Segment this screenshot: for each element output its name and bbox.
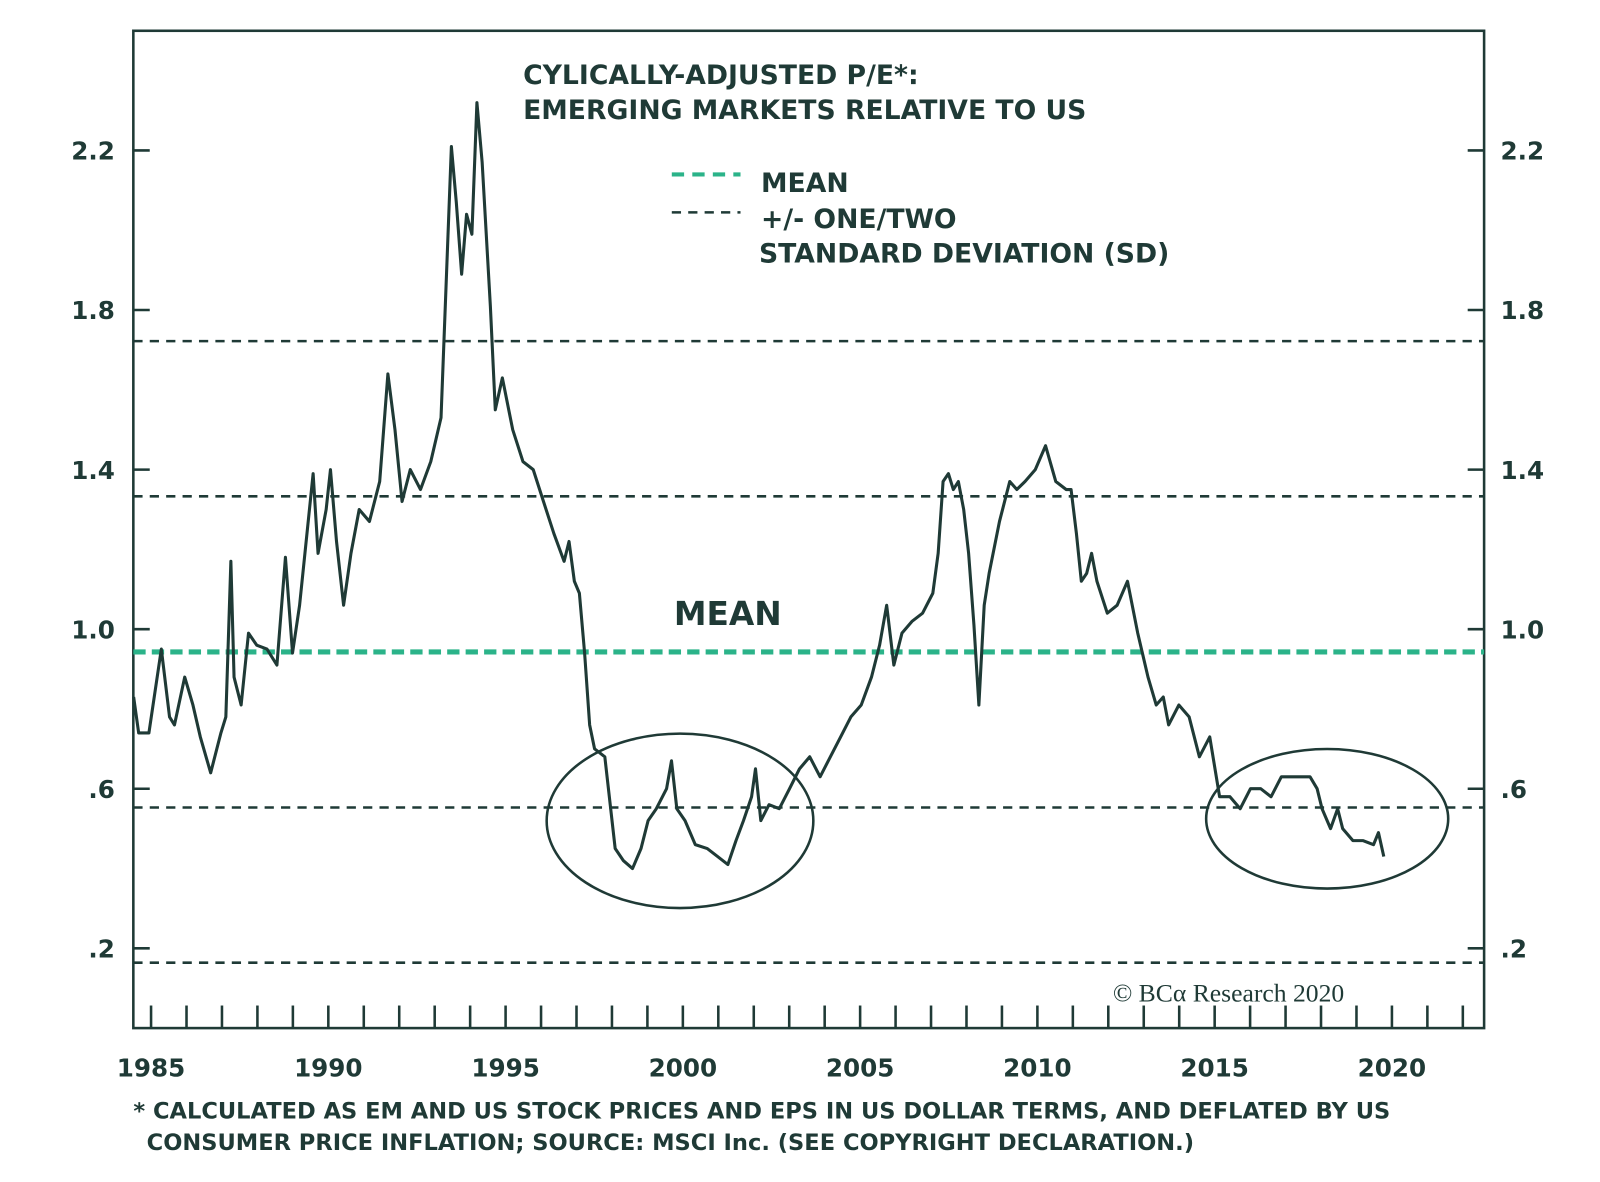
highlight-ellipse [545, 732, 815, 910]
annotation: MEAN [674, 595, 782, 633]
highlight-ellipse [1204, 747, 1450, 890]
legend-label: MEAN [761, 168, 849, 199]
y-tick-label-right: 2.2 [1501, 137, 1545, 166]
x-tick-label: 2020 [1358, 1053, 1426, 1082]
series-line [132, 101, 1386, 871]
y-tick-label-right: 1.4 [1501, 456, 1545, 485]
y-tick-label: .2 [88, 935, 114, 964]
y-tick-label-right: .6 [1501, 775, 1527, 804]
y-tick-label: .6 [88, 775, 114, 804]
footnote: * CALCULATED AS EM AND US STOCK PRICES A… [133, 1098, 1390, 1124]
x-tick-label: 2005 [826, 1053, 894, 1082]
y-tick-label-right: .2 [1501, 935, 1527, 964]
x-tick-label: 1990 [294, 1053, 362, 1082]
y-tick-label-right: 1.0 [1501, 615, 1545, 644]
chart-title: EMERGING MARKETS RELATIVE TO US [523, 95, 1086, 126]
x-tick-label: 2010 [1003, 1053, 1071, 1082]
x-tick-label: 2000 [649, 1053, 717, 1082]
x-tick-label: 1995 [471, 1053, 539, 1082]
y-tick-label-right: 1.8 [1501, 296, 1545, 325]
y-tick-label: 1.8 [71, 296, 115, 325]
y-tick-label: 1.0 [71, 615, 115, 644]
y-tick-label: 2.2 [71, 137, 115, 166]
footnote: CONSUMER PRICE INFLATION; SOURCE: MSCI I… [147, 1130, 1194, 1156]
y-tick-label: 1.4 [71, 456, 115, 485]
x-tick-label: 1985 [117, 1053, 185, 1082]
x-tick-label: 2015 [1180, 1053, 1248, 1082]
credit: © BCα Research 2020 [1113, 978, 1344, 1007]
chart-title: CYLICALLY-ADJUSTED P/E*: [523, 60, 919, 91]
legend-label: STANDARD DEVIATION (SD) [759, 239, 1169, 270]
plot-frame [132, 29, 1486, 1030]
legend-label: +/- ONE/TWO [761, 204, 957, 235]
